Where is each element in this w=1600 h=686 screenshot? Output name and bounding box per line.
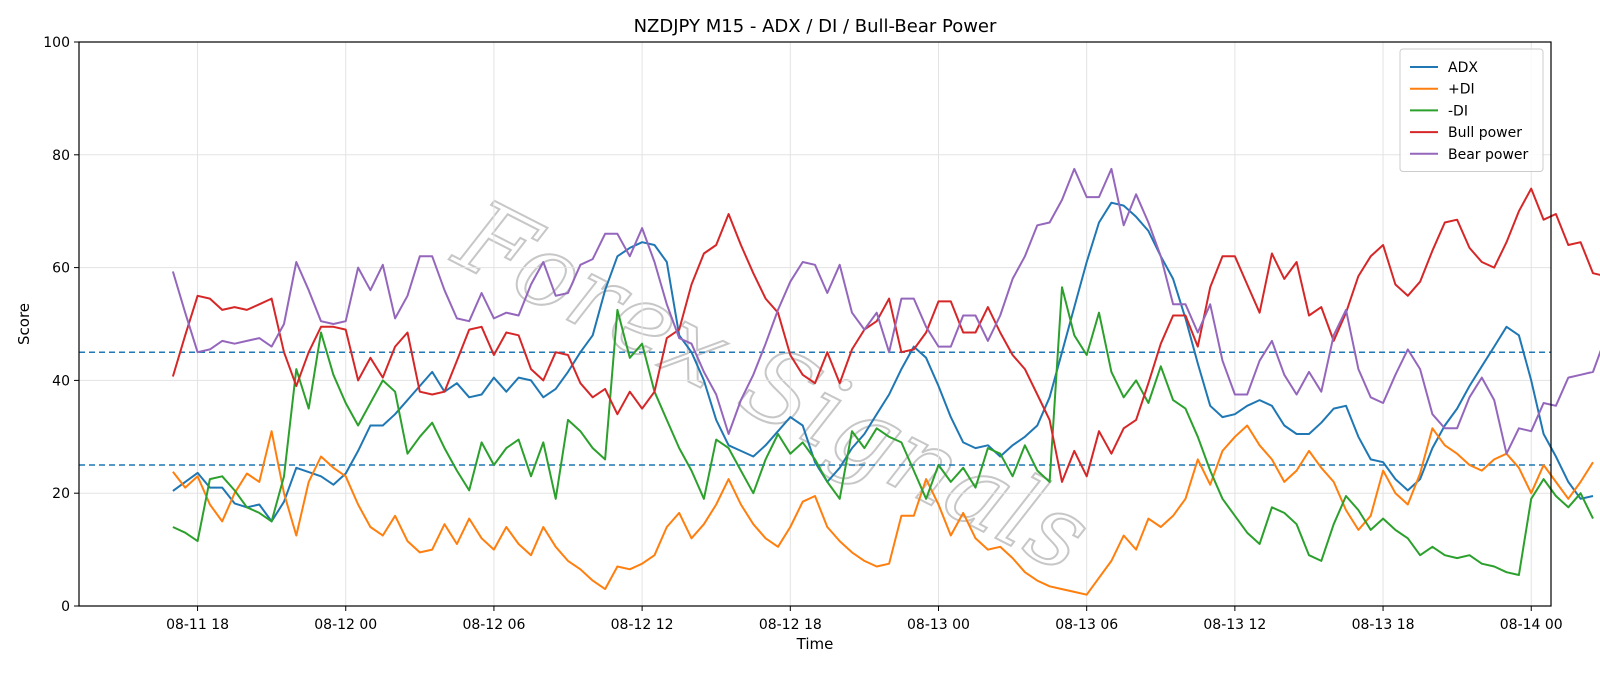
chart-title: NZDJPY M15 - ADX / DI / Bull-Bear Power	[634, 16, 997, 37]
x-tick-label: 08-14 00	[1500, 617, 1563, 633]
series-line-di	[172, 424, 1594, 596]
x-tick-label: 08-13 06	[1055, 617, 1118, 633]
y-tick-label: 20	[52, 486, 70, 502]
x-tick-label: 08-13 18	[1352, 617, 1415, 633]
legend-label: Bull power	[1448, 125, 1522, 141]
legend-label: +DI	[1448, 82, 1475, 98]
x-tick-label: 08-12 00	[314, 617, 377, 633]
legend-box	[1399, 48, 1544, 172]
x-tick-label: 08-11 18	[166, 617, 229, 633]
y-axis-ticks: 0 20 40 60 80 100	[43, 35, 79, 615]
x-tick-label: 08-13 00	[907, 617, 970, 633]
x-axis-ticks: 08-11 18 08-12 00 08-12 06 08-12 12 08-12 18…	[166, 606, 1563, 633]
y-tick-label: 40	[52, 373, 70, 389]
x-axis-label: Time	[796, 635, 834, 653]
legend: ADX +DI -DI Bull power Bear power	[1399, 48, 1544, 172]
y-tick-label: 100	[43, 35, 70, 51]
x-tick-label: 08-12 12	[611, 617, 674, 633]
series-line-bear-power	[171, 167, 1600, 455]
series-line-di	[172, 286, 1594, 576]
x-tick-label: 08-12 06	[462, 617, 525, 633]
y-axis-label: Score	[15, 303, 33, 345]
legend-label: ADX	[1448, 60, 1478, 76]
plot-frame	[78, 41, 1552, 607]
x-tick-label: 08-13 12	[1203, 617, 1266, 633]
series-lines	[171, 167, 1600, 596]
legend-label: Bear power	[1448, 147, 1529, 163]
y-tick-label: 80	[52, 148, 70, 164]
watermark-text: Forex Signals	[437, 176, 1108, 595]
y-tick-label: 60	[52, 261, 70, 277]
reference-lines	[79, 351, 1551, 466]
x-tick-label: 08-12 18	[759, 617, 822, 633]
watermark: Forex Signals	[436, 175, 1109, 596]
series-line-bull-power	[171, 187, 1600, 483]
legend-label: -DI	[1448, 103, 1468, 119]
y-tick-label: 0	[61, 599, 70, 615]
series-line-adx	[172, 201, 1594, 523]
